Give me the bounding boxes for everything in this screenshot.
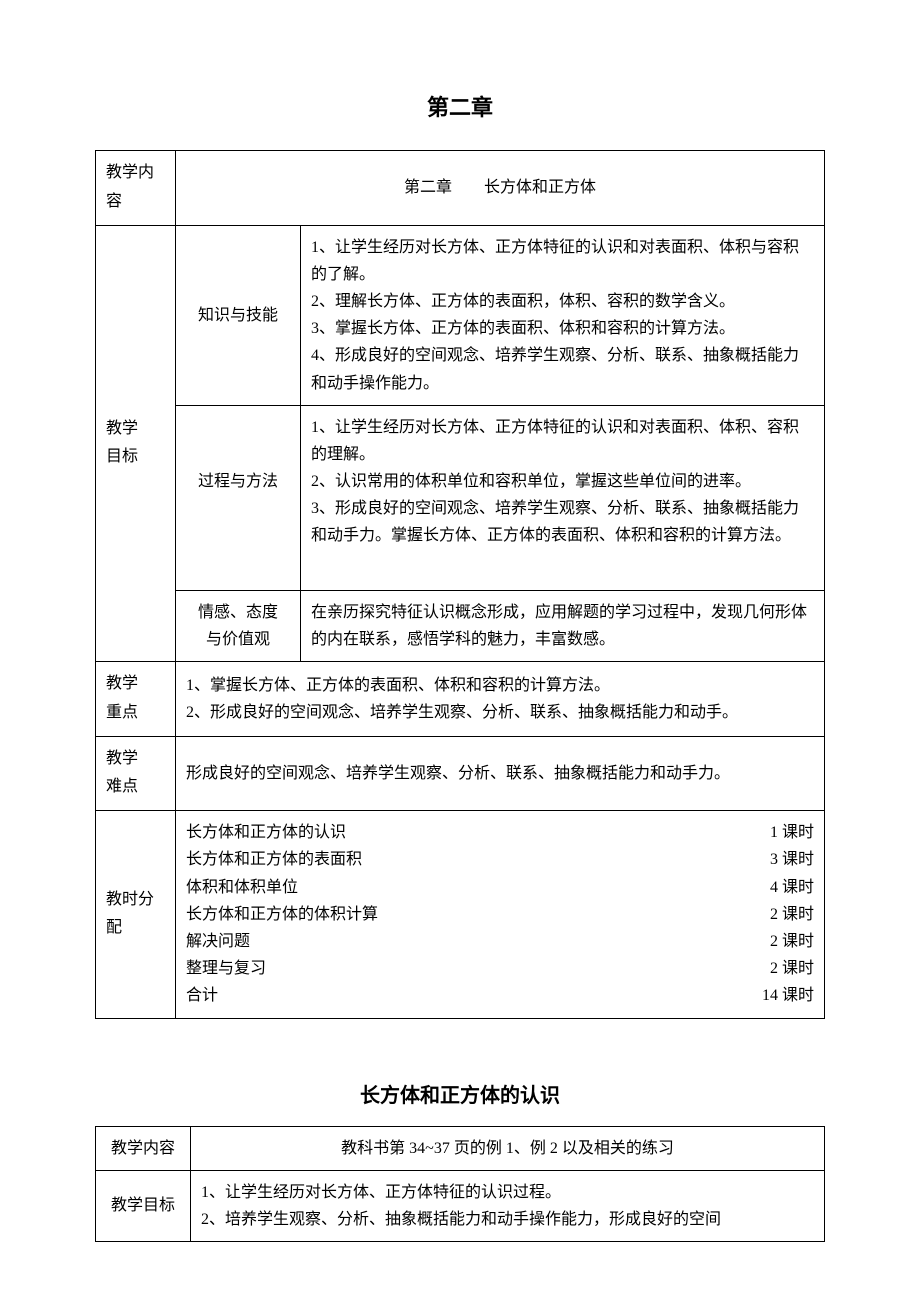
- hours-topic: 长方体和正方体的表面积: [186, 846, 362, 873]
- hours-row: 合计 14 课时: [186, 982, 814, 1009]
- sublabel-process: 过程与方法: [176, 405, 301, 590]
- label-t2-content: 教学内容: [96, 1126, 191, 1170]
- text-difficulty: 形成良好的空间观念、培养学生观察、分析、联系、抽象概括能力和动手力。: [176, 736, 825, 811]
- table-row-t2-content: 教学内容 教科书第 34~37 页的例 1、例 2 以及相关的练习: [96, 1126, 825, 1170]
- text-process: 1、让学生经历对长方体、正方体特征的认识和对表面积、体积、容积的理解。2、认识常…: [301, 405, 825, 590]
- label-t2-goals: 教学目标: [96, 1170, 191, 1241]
- hours-row: 整理与复习 2 课时: [186, 955, 814, 982]
- hours-topic: 解决问题: [186, 928, 250, 955]
- text-emotion: 在亲历探究特征认识概念形成，应用解题的学习过程中，发现几何形体的内在联系，感悟学…: [301, 590, 825, 661]
- hours-cell: 长方体和正方体的认识 1 课时长方体和正方体的表面积 3 课时体积和体积单位 4 课时…: [176, 811, 825, 1018]
- hours-row: 长方体和正方体的体积计算 2 课时: [186, 901, 814, 928]
- label-hours: 教时分配: [96, 811, 176, 1018]
- label-teaching-content: 教学内容: [96, 151, 176, 226]
- hours-topic: 长方体和正方体的认识: [186, 819, 346, 846]
- hours-amount: 2 课时: [770, 928, 814, 955]
- label-difficulty: 教学难点: [96, 736, 176, 811]
- hours-amount: 3 课时: [770, 846, 814, 873]
- hours-amount: 2 课时: [770, 955, 814, 982]
- hours-amount: 14 课时: [762, 982, 814, 1009]
- sublabel-emotion: 情感、态度与价值观: [176, 590, 301, 661]
- hours-row: 长方体和正方体的认识 1 课时: [186, 819, 814, 846]
- sublabel-knowledge: 知识与技能: [176, 225, 301, 405]
- hours-amount: 2 课时: [770, 901, 814, 928]
- hours-topic: 合计: [186, 982, 218, 1009]
- hours-topic: 整理与复习: [186, 955, 266, 982]
- table-row-goals-process: 过程与方法 1、让学生经历对长方体、正方体特征的认识和对表面积、体积、容积的理解…: [96, 405, 825, 590]
- hours-topic: 体积和体积单位: [186, 874, 298, 901]
- table-row-hours: 教时分配 长方体和正方体的认识1 课时长方体和正方体的表面积3 课时体积和体积单…: [96, 811, 825, 1018]
- hours-row: 体积和体积单位 4 课时: [186, 874, 814, 901]
- hours-amount: 1 课时: [770, 819, 814, 846]
- hours-row: 解决问题 2 课时: [186, 928, 814, 955]
- table-row-goals-knowledge: 教学目标 知识与技能 1、让学生经历对长方体、正方体特征的认识和对表面积、体积与…: [96, 225, 825, 405]
- value-teaching-content: 第二章 长方体和正方体: [176, 151, 825, 226]
- lesson-plan-table: 教学内容 第二章 长方体和正方体 教学目标 知识与技能 1、让学生经历对长方体、…: [95, 150, 825, 1019]
- section-title: 长方体和正方体的认识: [95, 1079, 825, 1108]
- table-row-keypoints: 教学重点 1、掌握长方体、正方体的表面积、体积和容积的计算方法。2、形成良好的空…: [96, 662, 825, 737]
- label-keypoints: 教学重点: [96, 662, 176, 737]
- table-row-goals-emotion: 情感、态度与价值观 在亲历探究特征认识概念形成，应用解题的学习过程中，发现几何形…: [96, 590, 825, 661]
- chapter-title: 第二章: [95, 90, 825, 122]
- hours-topic: 长方体和正方体的体积计算: [186, 901, 378, 928]
- table-row-difficulty: 教学难点 形成良好的空间观念、培养学生观察、分析、联系、抽象概括能力和动手力。: [96, 736, 825, 811]
- text-keypoints: 1、掌握长方体、正方体的表面积、体积和容积的计算方法。2、形成良好的空间观念、培…: [176, 662, 825, 737]
- hours-amount: 4 课时: [770, 874, 814, 901]
- hours-row: 长方体和正方体的表面积 3 课时: [186, 846, 814, 873]
- value-t2-content: 教科书第 34~37 页的例 1、例 2 以及相关的练习: [191, 1126, 825, 1170]
- text-knowledge: 1、让学生经历对长方体、正方体特征的认识和对表面积、体积与容积的了解。2、理解长…: [301, 225, 825, 405]
- table-row-content: 教学内容 第二章 长方体和正方体: [96, 151, 825, 226]
- text-t2-goals: 1、让学生经历对长方体、正方体特征的认识过程。2、培养学生观察、分析、抽象概括能…: [191, 1170, 825, 1241]
- label-teaching-goals: 教学目标: [96, 225, 176, 661]
- table-row-t2-goals: 教学目标 1、让学生经历对长方体、正方体特征的认识过程。2、培养学生观察、分析、…: [96, 1170, 825, 1241]
- lesson-detail-table: 教学内容 教科书第 34~37 页的例 1、例 2 以及相关的练习 教学目标 1…: [95, 1126, 825, 1243]
